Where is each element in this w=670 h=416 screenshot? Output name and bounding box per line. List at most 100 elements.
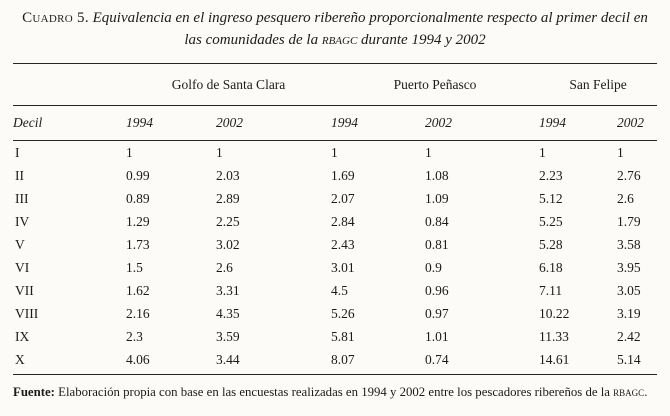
value-cell: 2.43 bbox=[331, 236, 355, 252]
decil-cell: VII bbox=[15, 282, 34, 298]
value-cell: 1 bbox=[331, 144, 338, 160]
decil-cell: III bbox=[15, 190, 29, 206]
year-header-row: Decil 1994 2002 1994 2002 1994 2002 bbox=[13, 105, 658, 141]
value-cell: 1.01 bbox=[425, 328, 449, 344]
value-cell: 4.35 bbox=[216, 305, 240, 321]
decil-cell: V bbox=[15, 236, 25, 252]
decil-cell: VI bbox=[15, 259, 30, 275]
group-header-san-felipe: San Felipe bbox=[539, 63, 658, 106]
value-cell: 2.76 bbox=[617, 167, 641, 183]
value-cell: 3.31 bbox=[216, 282, 240, 298]
group-header-puerto-penasco: Puerto Peñasco bbox=[331, 63, 540, 106]
source-text-after: . bbox=[644, 384, 648, 399]
table-row: IX 2.3 3.59 5.81 1.01 11.33 2.42 bbox=[13, 325, 657, 348]
table-row: VI 1.5 2.6 3.01 0.9 6.18 3.95 bbox=[13, 256, 657, 279]
table-caption: Cuadro 5. Equivalencia en el ingreso pes… bbox=[13, 8, 657, 52]
value-cell: 14.61 bbox=[539, 347, 618, 375]
value-cell: 1 bbox=[126, 144, 133, 160]
value-cell: 0.99 bbox=[126, 167, 150, 183]
value-cell: 5.28 bbox=[539, 236, 563, 252]
value-cell: 5.81 bbox=[331, 328, 355, 344]
value-cell: 5.26 bbox=[331, 305, 355, 321]
table-row: III 0.89 2.89 2.07 1.09 5.12 2.6 bbox=[13, 187, 657, 210]
table-row: X 4.06 3.44 8.07 0.74 14.61 5.14 bbox=[13, 347, 658, 375]
year-header-golfo-1994: 1994 bbox=[126, 105, 216, 141]
source-acronym: rbagc bbox=[613, 384, 645, 399]
decil-cell: VIII bbox=[15, 305, 39, 321]
year-header-penasco-1994: 1994 bbox=[331, 105, 425, 141]
value-cell: 2.23 bbox=[539, 167, 563, 183]
table-row: II 0.99 2.03 1.69 1.08 2.23 2.76 bbox=[13, 164, 657, 187]
decil-cell: II bbox=[15, 167, 24, 183]
year-header-golfo-2002: 2002 bbox=[216, 105, 331, 141]
value-cell: 2.03 bbox=[216, 167, 240, 183]
value-cell: 2.42 bbox=[617, 328, 641, 344]
value-cell: 3.19 bbox=[617, 305, 641, 321]
value-cell: 1 bbox=[216, 144, 223, 160]
year-header-sanfelipe-1994: 1994 bbox=[539, 105, 618, 141]
value-cell: 5.12 bbox=[539, 190, 563, 206]
year-header-penasco-2002: 2002 bbox=[425, 105, 540, 141]
value-cell: 0.81 bbox=[425, 236, 449, 252]
value-cell: 2.16 bbox=[126, 305, 150, 321]
value-cell: 2.6 bbox=[617, 190, 634, 206]
value-cell: 2.3 bbox=[126, 328, 143, 344]
decil-cell: I bbox=[15, 144, 20, 160]
source-label: Fuente: bbox=[13, 384, 55, 399]
table-caption-text: Equivalencia en el ingreso pesquero ribe… bbox=[89, 10, 648, 48]
decil-cell: X bbox=[13, 347, 126, 375]
value-cell: 2.07 bbox=[331, 190, 355, 206]
value-cell: 0.84 bbox=[425, 213, 449, 229]
value-cell: 0.74 bbox=[425, 347, 540, 375]
table-row: V 1.73 3.02 2.43 0.81 5.28 3.58 bbox=[13, 233, 657, 256]
value-cell: 4.06 bbox=[126, 347, 216, 375]
value-cell: 1 bbox=[539, 144, 546, 160]
value-cell: 3.05 bbox=[617, 282, 641, 298]
value-cell: 2.25 bbox=[216, 213, 240, 229]
table-caption-label: Cuadro 5. bbox=[22, 10, 89, 26]
value-cell: 3.59 bbox=[216, 328, 240, 344]
value-cell: 3.44 bbox=[216, 347, 331, 375]
paper-page: Cuadro 5. Equivalencia en el ingreso pes… bbox=[13, 8, 658, 402]
value-cell: 11.33 bbox=[539, 328, 569, 344]
source-note: Fuente: Elaboración propia con base en l… bbox=[13, 383, 657, 402]
value-cell: 8.07 bbox=[331, 347, 425, 375]
table-row: VIII 2.16 4.35 5.26 0.97 10.22 3.19 bbox=[13, 302, 657, 325]
table-row: VII 1.62 3.31 4.5 0.96 7.11 3.05 bbox=[13, 279, 657, 302]
decil-column-header: Decil bbox=[13, 105, 126, 141]
value-cell: 1.73 bbox=[126, 236, 150, 252]
value-cell: 7.11 bbox=[539, 282, 563, 298]
value-cell: 3.02 bbox=[216, 236, 240, 252]
value-cell: 1.09 bbox=[425, 190, 449, 206]
data-table: Golfo de Santa Clara Puerto Peñasco San … bbox=[13, 62, 658, 375]
value-cell: 2.84 bbox=[331, 213, 355, 229]
value-cell: 3.58 bbox=[617, 236, 641, 252]
value-cell: 2.6 bbox=[216, 259, 233, 275]
value-cell: 0.9 bbox=[425, 259, 442, 275]
group-header-golfo-santa-clara: Golfo de Santa Clara bbox=[126, 63, 331, 106]
caption-acronym: rbagc bbox=[321, 31, 358, 48]
value-cell: 5.25 bbox=[539, 213, 563, 229]
value-cell: 1 bbox=[617, 144, 624, 160]
value-cell: 2.89 bbox=[216, 190, 240, 206]
decil-cell: IV bbox=[15, 213, 30, 229]
value-cell: 0.96 bbox=[425, 282, 449, 298]
caption-text-after: durante 1994 y 2002 bbox=[357, 31, 486, 48]
group-header-empty bbox=[13, 63, 126, 106]
year-header-sanfelipe-2002: 2002 bbox=[617, 105, 658, 141]
value-cell: 0.89 bbox=[126, 190, 150, 206]
source-text-before: Elaboración propia con base en las encue… bbox=[54, 384, 614, 399]
value-cell: 6.18 bbox=[539, 259, 563, 275]
table-row: IV 1.29 2.25 2.84 0.84 5.25 1.79 bbox=[13, 210, 657, 233]
value-cell: 10.22 bbox=[539, 305, 570, 321]
value-cell: 1.79 bbox=[617, 213, 641, 229]
decil-cell: IX bbox=[15, 328, 30, 344]
caption-text-before: Equivalencia en el ingreso pesquero ribe… bbox=[88, 10, 648, 48]
value-cell: 3.01 bbox=[331, 259, 355, 275]
table-body: I 1 1 1 1 1 1 II 0.99 2.03 1.69 1.08 2.23 2.76 III 0.89… bbox=[13, 140, 658, 375]
value-cell: 4.5 bbox=[331, 282, 348, 298]
value-cell: 1.08 bbox=[425, 167, 449, 183]
value-cell: 0.97 bbox=[425, 305, 449, 321]
group-header-row: Golfo de Santa Clara Puerto Peñasco San … bbox=[13, 63, 658, 106]
value-cell: 1.5 bbox=[126, 259, 143, 275]
